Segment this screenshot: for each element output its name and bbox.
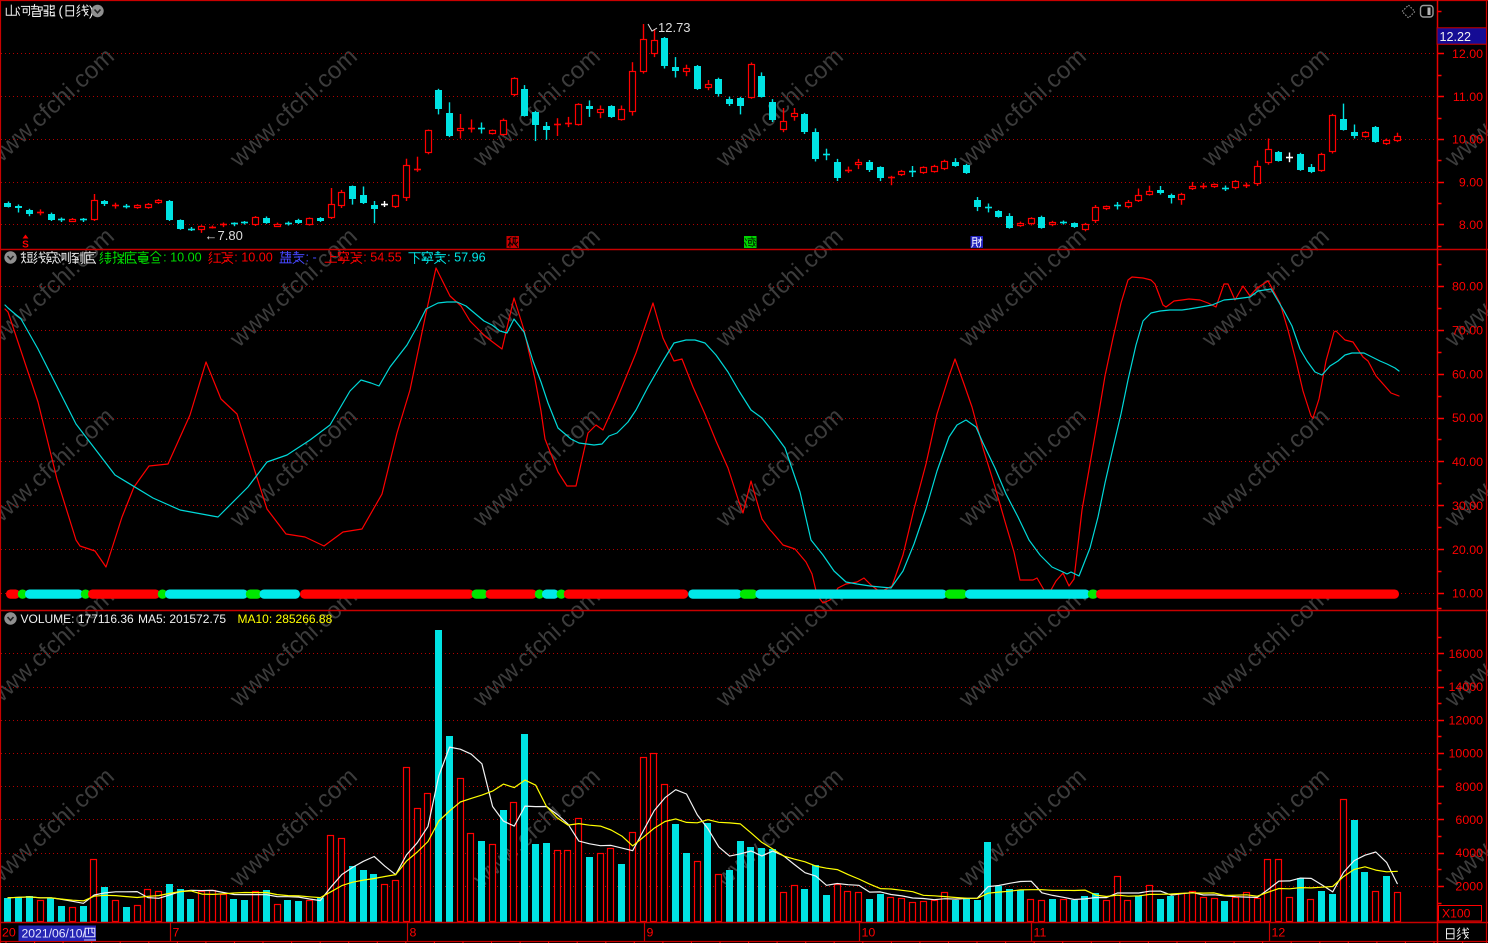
svg-text:20: 20 bbox=[2, 926, 16, 940]
svg-text:11.00: 11.00 bbox=[1453, 90, 1483, 104]
svg-text:(: ( bbox=[59, 4, 64, 19]
svg-text:16000: 16000 bbox=[1449, 647, 1484, 661]
svg-text:10000: 10000 bbox=[1449, 747, 1484, 761]
svg-text:4000: 4000 bbox=[1455, 846, 1483, 860]
svg-text:12000: 12000 bbox=[1449, 713, 1484, 727]
svg-text:40.00: 40.00 bbox=[1452, 455, 1483, 469]
svg-text:12.00: 12.00 bbox=[1452, 47, 1483, 61]
svg-text:10.00: 10.00 bbox=[1452, 587, 1483, 601]
svg-text:10.00: 10.00 bbox=[1452, 132, 1483, 146]
svg-text:60.00: 60.00 bbox=[1452, 367, 1483, 381]
svg-text:2000: 2000 bbox=[1455, 879, 1483, 893]
svg-text:9.00: 9.00 bbox=[1459, 175, 1483, 189]
svg-text:S: S bbox=[22, 240, 29, 251]
svg-text:: -: : - bbox=[306, 251, 317, 265]
svg-text:9: 9 bbox=[647, 926, 654, 940]
svg-text:12.73: 12.73 bbox=[658, 20, 691, 35]
svg-text:VOLUME: 177116.36: VOLUME: 177116.36 bbox=[21, 612, 135, 626]
svg-text:70.00: 70.00 bbox=[1452, 324, 1483, 338]
svg-text:12: 12 bbox=[1272, 926, 1286, 940]
svg-text:12.22: 12.22 bbox=[1440, 30, 1472, 44]
svg-text:8000: 8000 bbox=[1455, 780, 1483, 794]
svg-text:MA5: 201572.75: MA5: 201572.75 bbox=[138, 612, 226, 626]
svg-text:11: 11 bbox=[1034, 926, 1047, 940]
svg-text:MA10: 285266.88: MA10: 285266.88 bbox=[238, 612, 333, 626]
svg-text:50.00: 50.00 bbox=[1452, 411, 1483, 425]
svg-text:30.00: 30.00 bbox=[1452, 499, 1483, 513]
svg-text:7: 7 bbox=[173, 926, 180, 940]
svg-text:): ) bbox=[89, 4, 94, 19]
svg-text:80.00: 80.00 bbox=[1452, 280, 1483, 294]
svg-text:: 10.00: : 10.00 bbox=[163, 251, 202, 265]
svg-text:6000: 6000 bbox=[1455, 813, 1483, 827]
svg-text:2021/06/10/: 2021/06/10/ bbox=[22, 927, 87, 941]
svg-text:20.00: 20.00 bbox=[1452, 543, 1483, 557]
svg-text:X100: X100 bbox=[1442, 907, 1471, 921]
svg-text:8: 8 bbox=[410, 926, 417, 940]
svg-text:14000: 14000 bbox=[1449, 680, 1484, 694]
svg-text:: 10.00: : 10.00 bbox=[234, 251, 273, 265]
svg-text:8.00: 8.00 bbox=[1459, 218, 1483, 232]
svg-text:10: 10 bbox=[862, 926, 876, 940]
svg-text:←7.80: ←7.80 bbox=[205, 228, 243, 243]
svg-text:: 54.55: : 54.55 bbox=[363, 251, 402, 265]
svg-text:: 57.96: : 57.96 bbox=[447, 251, 486, 265]
